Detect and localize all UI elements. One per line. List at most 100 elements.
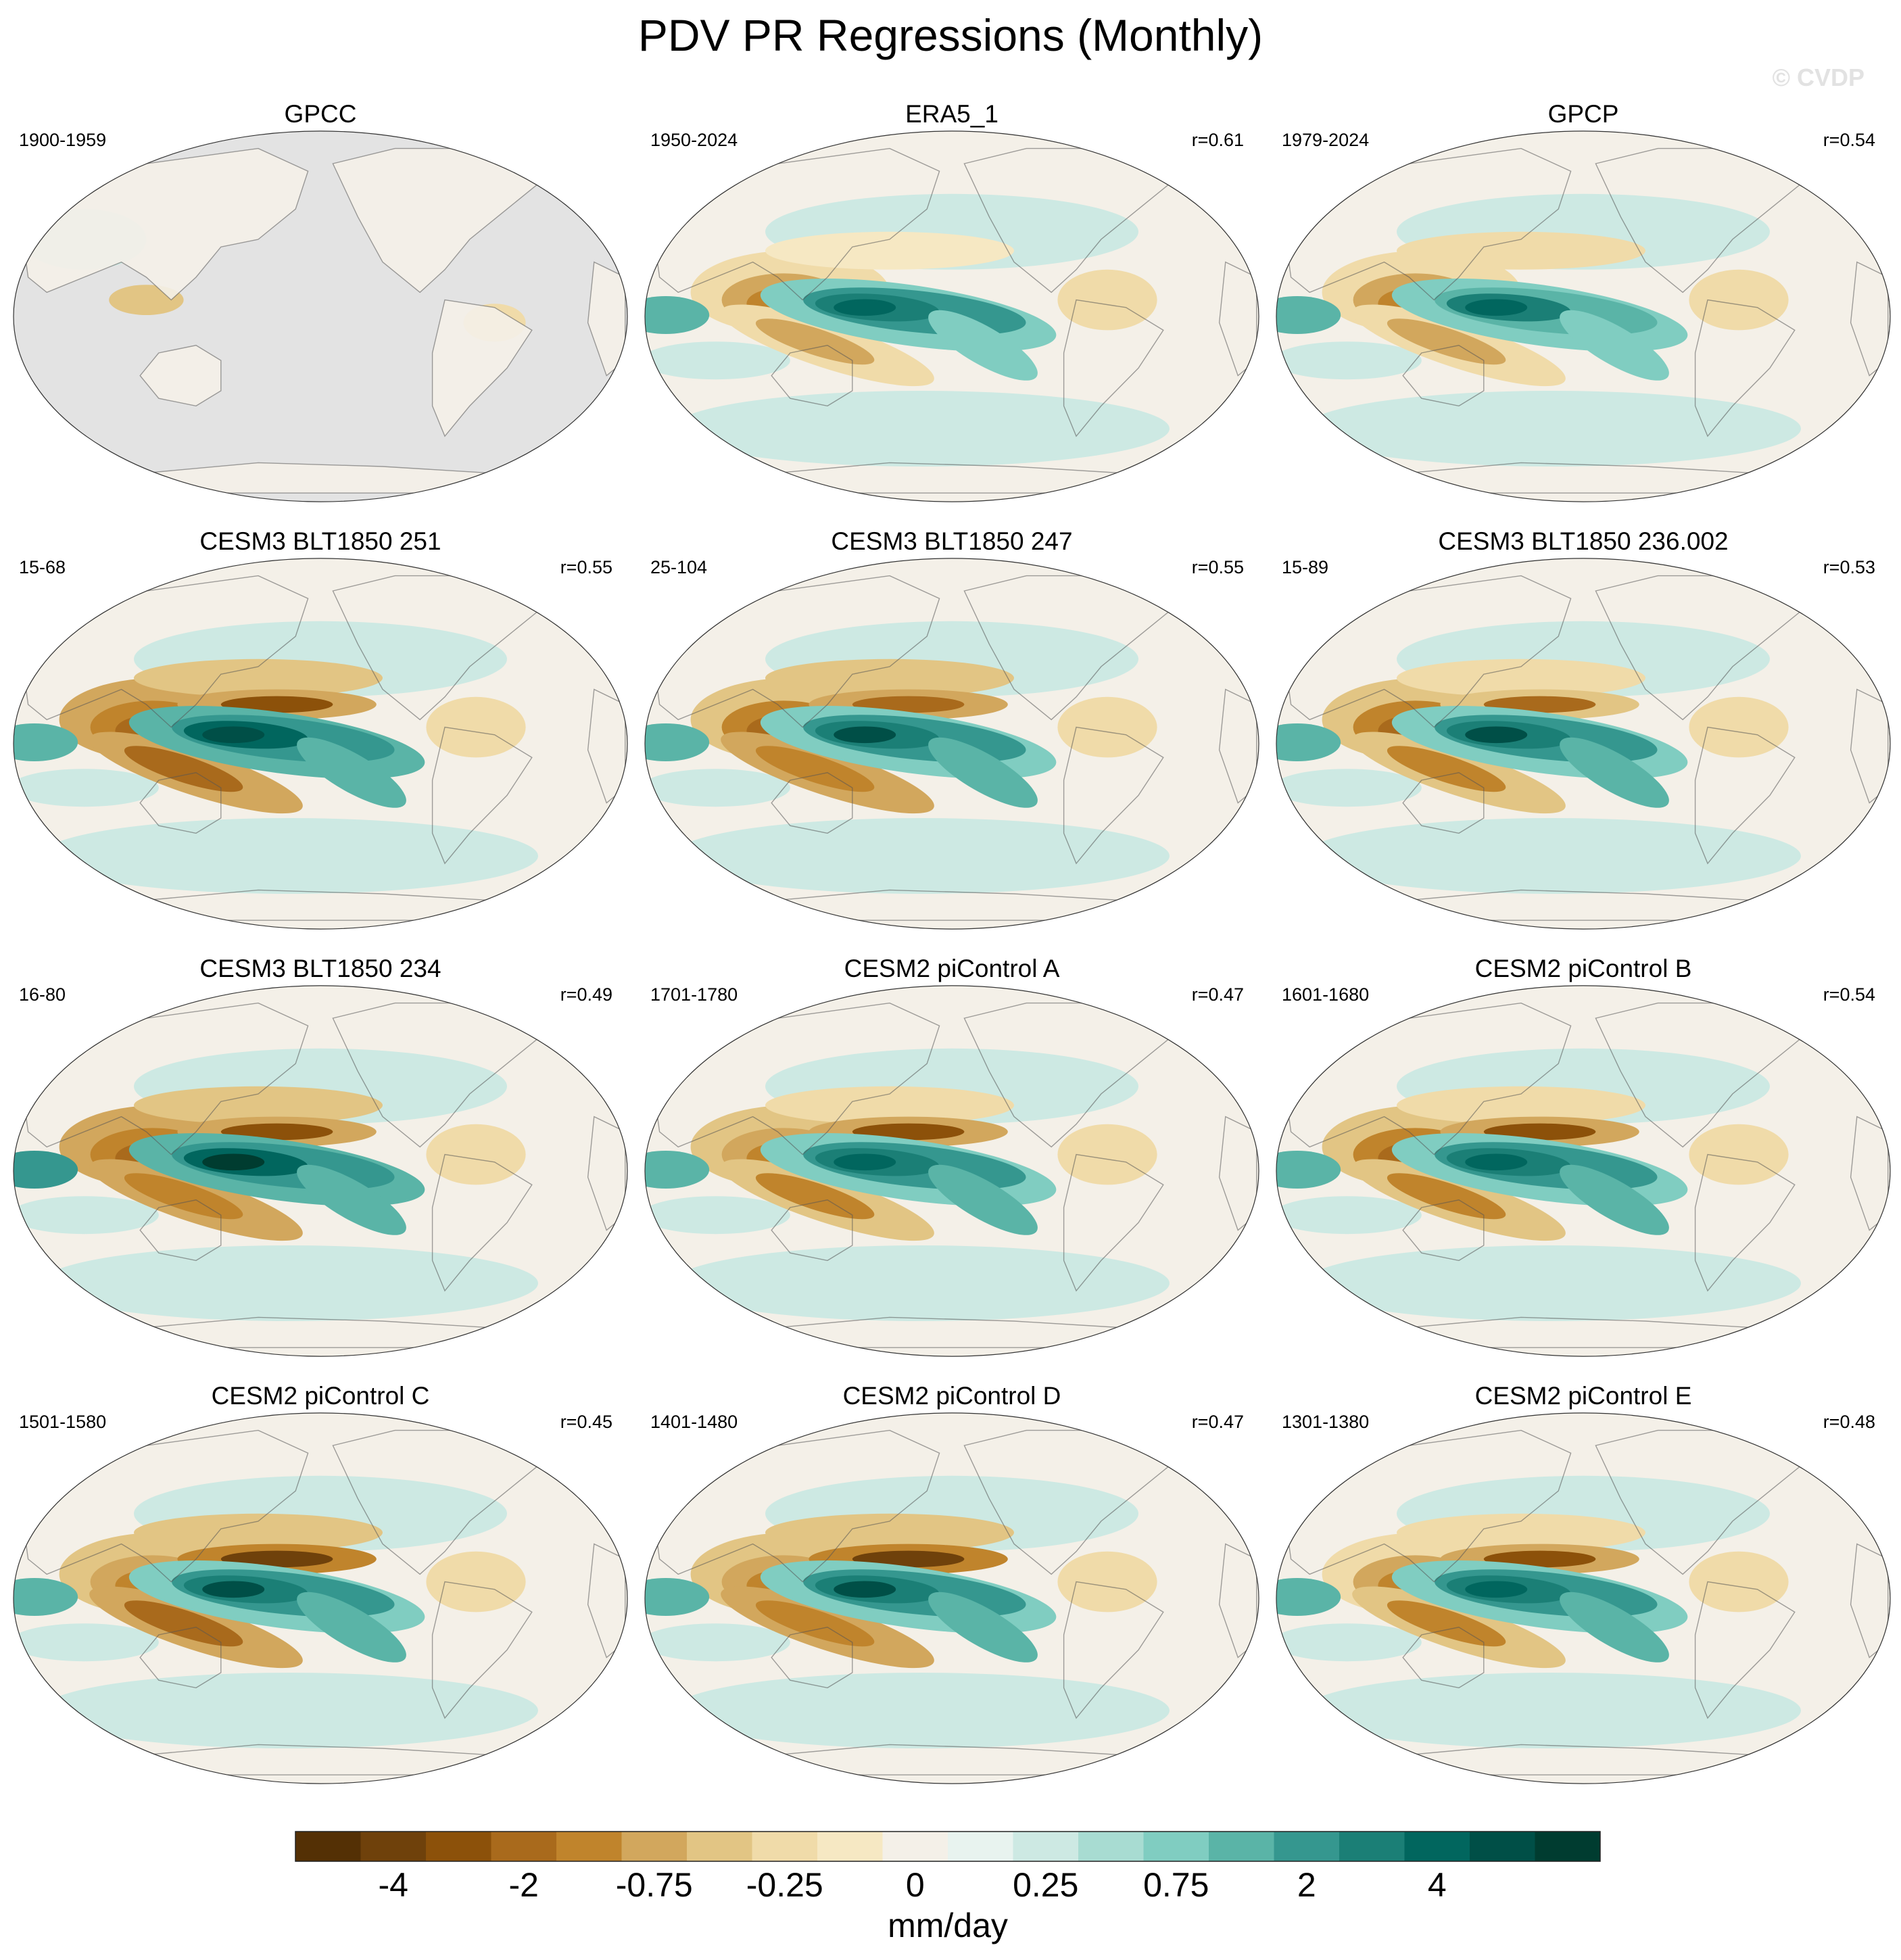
coastline: [771, 772, 853, 834]
coastline: [1063, 299, 1164, 437]
anomaly-contour: [834, 726, 896, 744]
anomaly-contour: [124, 1600, 243, 1647]
coastline: [1063, 726, 1164, 865]
colorbar-tick-label: 0.25: [1013, 1866, 1078, 1904]
panel-period: 15-89: [1282, 557, 1329, 577]
coastline: [21, 1429, 309, 1583]
colorbar-swatch: [1535, 1832, 1601, 1861]
colorbar-swatch: [360, 1832, 427, 1861]
colorbar-unit-label: mm/day: [888, 1907, 1008, 1944]
coastline: [431, 1581, 533, 1719]
coastline: [1284, 1002, 1572, 1155]
map-outline: [13, 1412, 628, 1784]
panel-correlation: r=0.54: [1823, 130, 1875, 150]
anomaly-contour: [1397, 231, 1645, 270]
map-outline: [13, 130, 628, 502]
anomaly-contour: [1276, 1151, 1341, 1189]
anomaly-contour: [1303, 391, 1801, 467]
anomaly-contour: [765, 1086, 1014, 1124]
map-panel: CESM2 piControl B 1601-1680 r=0.54: [1272, 955, 1894, 1360]
map-canvas: [1276, 985, 1891, 1357]
anomaly-contour: [13, 769, 159, 807]
colorbar-tick-label: -4: [379, 1866, 408, 1904]
map-panel: ERA5_1 1950-2024 r=0.61: [641, 100, 1263, 506]
anomaly-contour: [297, 737, 406, 808]
anomaly-contour: [834, 1581, 896, 1598]
anomaly-contour: [124, 746, 243, 792]
coastline: [1284, 1429, 1572, 1583]
panel-title: CESM2 piControl D: [842, 1382, 1061, 1410]
coastline: [1402, 1199, 1485, 1262]
panel-correlation: r=0.54: [1823, 984, 1875, 1005]
colorbar-tick-label: 2: [1297, 1866, 1316, 1904]
coastline: [1284, 147, 1572, 301]
coastline: [431, 299, 533, 437]
coastline: [1284, 575, 1572, 728]
anomaly-contour: [1387, 746, 1506, 792]
anomaly-contour: [1560, 1592, 1669, 1663]
map-canvas: [13, 130, 628, 502]
panel-correlation: r=0.45: [560, 1412, 612, 1432]
anomaly-contour: [202, 726, 265, 744]
anomaly-contour: [755, 318, 875, 365]
anomaly-contour: [297, 1164, 406, 1235]
panel-title: CESM2 piControl E: [1474, 1382, 1692, 1410]
anomaly-contour: [755, 746, 875, 792]
colorbar-swatch: [1078, 1832, 1144, 1861]
anomaly-contour: [672, 1245, 1170, 1321]
panel-period: 1401-1480: [650, 1412, 738, 1432]
colorbar-swatch: [1470, 1832, 1535, 1861]
anomaly-contour: [426, 1124, 526, 1185]
panel-correlation: r=0.49: [560, 984, 612, 1005]
map-panel: CESM2 piControl C 1501-1580 r=0.45: [9, 1382, 631, 1788]
anomaly-contour: [13, 1623, 159, 1662]
colorbar-swatch: [1013, 1832, 1079, 1861]
colorbar-swatch: [1143, 1832, 1209, 1861]
panel-correlation: r=0.55: [560, 557, 612, 577]
anomaly-contour: [1465, 726, 1528, 744]
coastline: [21, 1002, 309, 1155]
anomaly-contour: [1276, 1196, 1422, 1235]
coastline: [139, 1627, 222, 1689]
panel-period: 1950-2024: [650, 130, 738, 150]
map-canvas: [1276, 130, 1891, 502]
panel-title: CESM3 BLT1850 234: [199, 955, 441, 982]
map-outline: [644, 130, 1259, 502]
panel-title: CESM2 piControl C: [211, 1382, 430, 1410]
anomaly-contour: [134, 1513, 383, 1552]
coastline: [431, 1153, 533, 1292]
colorbar-swatch: [687, 1832, 752, 1861]
anomaly-contour: [644, 723, 710, 761]
anomaly-contour: [124, 1173, 243, 1220]
anomaly-contour: [1689, 696, 1789, 758]
panel-period: 1900-1959: [19, 130, 107, 150]
map-panel: CESM2 piControl A 1701-1780 r=0.47: [641, 955, 1263, 1360]
anomaly-contour: [755, 1173, 875, 1220]
anomaly-contour: [1303, 1673, 1801, 1748]
anomaly-contour: [755, 1600, 875, 1647]
panel-period: 1979-2024: [1282, 130, 1370, 150]
panel-period: 25-104: [650, 557, 708, 577]
map-canvas: [644, 130, 1259, 502]
map-outline: [644, 1412, 1259, 1784]
map-panel: CESM2 piControl D 1401-1480 r=0.47: [641, 1382, 1263, 1788]
anomaly-contour: [765, 659, 1014, 697]
anomaly-contour: [1057, 1551, 1157, 1612]
anomaly-contour: [1387, 1173, 1506, 1220]
map-outline: [13, 985, 628, 1357]
coastline: [652, 1429, 940, 1583]
cvdp-watermark: © CVDP: [1772, 64, 1864, 91]
anomaly-contour: [672, 1673, 1170, 1748]
colorbar-swatch: [426, 1832, 491, 1861]
colorbar-tick-label: 4: [1428, 1866, 1447, 1904]
coastline: [1694, 299, 1796, 437]
panel-correlation: r=0.48: [1823, 1412, 1875, 1432]
colorbar-swatch: [491, 1832, 557, 1861]
panel-period: 15-68: [19, 557, 66, 577]
anomaly-contour: [1276, 1578, 1341, 1616]
panel-correlation: r=0.47: [1191, 1412, 1244, 1432]
map-panel: GPCP 1979-2024 r=0.54: [1272, 100, 1894, 506]
map-outline: [1276, 558, 1891, 930]
map-panel: CESM3 BLT1850 251 15-68 r=0.55: [9, 527, 631, 933]
anomaly-contour: [1387, 1600, 1506, 1647]
